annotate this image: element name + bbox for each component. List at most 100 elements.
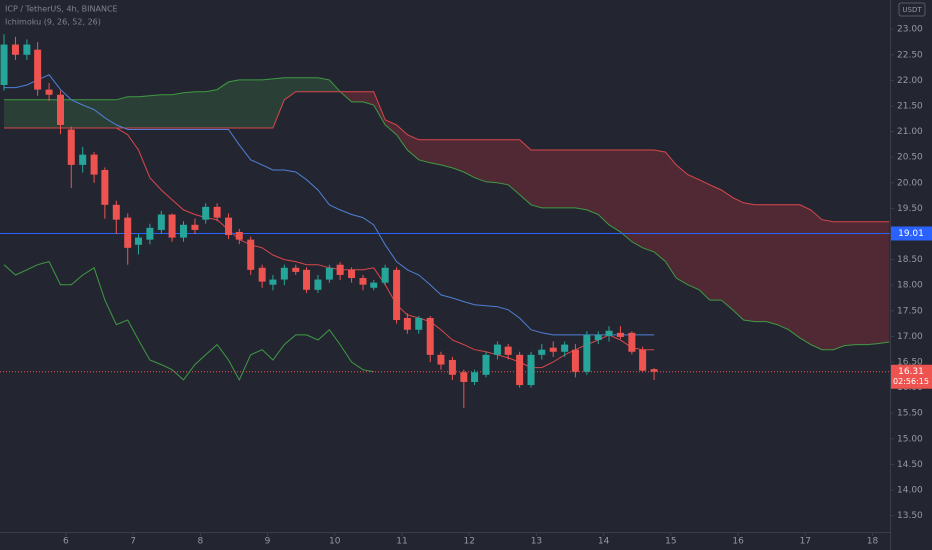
cloud-segment bbox=[172, 92, 184, 129]
candle-body bbox=[157, 214, 165, 230]
cloud-segment bbox=[553, 150, 565, 208]
cloud-segment bbox=[284, 77, 296, 100]
y-tick-label: 23.00 bbox=[897, 25, 923, 35]
x-tick-label: 12 bbox=[463, 537, 474, 547]
currency-box[interactable] bbox=[898, 2, 926, 17]
candle-body bbox=[616, 332, 624, 337]
candle-body bbox=[538, 349, 546, 355]
candle-body bbox=[146, 227, 154, 240]
candle-body bbox=[235, 231, 243, 240]
candle-body bbox=[594, 334, 602, 340]
candle-body bbox=[67, 129, 75, 165]
y-tick-label: 20.50 bbox=[897, 153, 923, 163]
cloud-segment bbox=[486, 139, 498, 183]
y-tick-label: 14.50 bbox=[897, 460, 923, 470]
cloud-segment bbox=[362, 91, 374, 105]
cloud-segment bbox=[463, 139, 475, 178]
candle-body bbox=[437, 354, 445, 365]
last-price-label: 16.31 bbox=[898, 367, 924, 377]
candle-body bbox=[180, 224, 188, 238]
candle-body bbox=[493, 344, 501, 355]
y-tick-label: 15.00 bbox=[897, 434, 923, 444]
x-tick-label: 7 bbox=[130, 537, 136, 547]
cloud-segment bbox=[699, 179, 710, 301]
span-b-line bbox=[4, 91, 890, 223]
y-tick-label: 14.00 bbox=[897, 486, 923, 496]
x-tick-label: 15 bbox=[665, 537, 676, 547]
candle-body bbox=[0, 44, 8, 85]
y-tick-label: 17.00 bbox=[897, 332, 923, 342]
candle-body bbox=[90, 154, 98, 175]
cloud-segment bbox=[262, 78, 273, 129]
cloud-segment bbox=[620, 150, 632, 242]
x-tick-label: 8 bbox=[197, 537, 203, 547]
candle-body bbox=[314, 279, 322, 290]
cloud-segment bbox=[161, 94, 173, 129]
cloud-segment bbox=[295, 77, 307, 92]
cloud-segment bbox=[317, 77, 330, 92]
candle-body bbox=[426, 317, 434, 355]
candle-body bbox=[79, 154, 87, 165]
cloud-segment bbox=[654, 150, 666, 262]
candle-body bbox=[448, 359, 456, 375]
candle-body bbox=[381, 267, 389, 283]
candle-body bbox=[168, 214, 176, 238]
cloud-segment bbox=[531, 150, 542, 208]
span-a-line bbox=[4, 77, 890, 351]
candle-body bbox=[191, 224, 199, 230]
currency-label[interactable]: USDT bbox=[902, 6, 922, 14]
candle-body bbox=[628, 332, 636, 352]
cloud-segment bbox=[508, 139, 520, 195]
x-tick-label: 9 bbox=[265, 537, 271, 547]
y-tick-label: 17.50 bbox=[897, 306, 923, 316]
y-tick-label: 20.00 bbox=[897, 178, 923, 188]
x-tick-label: 17 bbox=[800, 537, 811, 547]
cloud-segment bbox=[631, 150, 643, 248]
candle-body bbox=[549, 347, 557, 352]
cloud-segment bbox=[642, 150, 655, 252]
candle-body bbox=[325, 267, 333, 280]
cloud-segment bbox=[497, 139, 509, 185]
candle-body bbox=[303, 269, 311, 290]
candle-body bbox=[280, 267, 288, 280]
cloud-segment bbox=[833, 221, 845, 350]
cloud-segment bbox=[407, 134, 419, 160]
cloud-segment bbox=[149, 94, 162, 129]
cloud-segment bbox=[71, 99, 83, 129]
cloud-segment bbox=[239, 79, 251, 129]
candle-body bbox=[34, 49, 42, 90]
y-tick-label: 22.50 bbox=[897, 50, 923, 60]
candle-body bbox=[124, 217, 132, 248]
candle-body bbox=[393, 269, 401, 321]
cloud-segment bbox=[822, 219, 834, 350]
cloud-segment bbox=[15, 99, 27, 129]
candle-body bbox=[605, 330, 613, 336]
indicator-line bbox=[4, 74, 655, 336]
cloud-segment bbox=[877, 221, 890, 344]
cloud-segment bbox=[82, 99, 95, 129]
cloud-segment bbox=[676, 164, 688, 285]
cloud-segment bbox=[766, 204, 778, 325]
cloud-segment bbox=[586, 150, 599, 215]
candle-body bbox=[101, 169, 109, 205]
candle-body bbox=[45, 89, 53, 95]
candle-body bbox=[258, 267, 266, 282]
cloud-segment bbox=[272, 77, 285, 129]
candle-body bbox=[415, 317, 423, 330]
candle-body bbox=[403, 317, 411, 330]
candle-body bbox=[56, 94, 64, 125]
cloud-segment bbox=[519, 139, 532, 205]
candle-body bbox=[370, 282, 378, 288]
cloud-segment bbox=[777, 204, 789, 330]
candle-body bbox=[348, 269, 356, 279]
y-tick-label: 16.50 bbox=[897, 358, 923, 368]
cloud-segment bbox=[228, 79, 240, 129]
cloud-segment bbox=[104, 99, 117, 129]
cloud-segment bbox=[385, 119, 397, 135]
cloud-segment bbox=[788, 204, 800, 338]
cloud-segment bbox=[440, 139, 453, 168]
cloud-segment bbox=[306, 77, 318, 92]
